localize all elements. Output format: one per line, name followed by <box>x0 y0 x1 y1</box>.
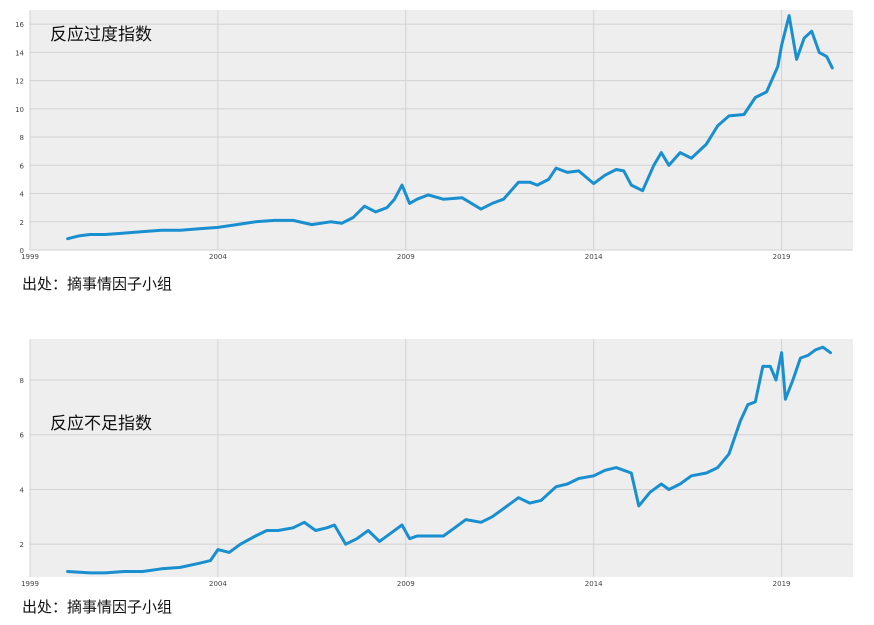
x-tick-label: 2019 <box>773 253 791 261</box>
y-tick-label: 14 <box>15 49 24 57</box>
underreaction-chart: 2 4 6 8 1999 2004 2009 2014 2019 反应不足指数 <box>20 339 853 588</box>
y-tick-label: 10 <box>15 106 24 114</box>
y-tick-label: 12 <box>15 78 24 86</box>
x-tick-label: 2004 <box>209 253 227 261</box>
plot-area <box>30 10 853 250</box>
y-tick-label: 6 <box>20 432 25 440</box>
overreaction-chart-panel: 0 2 4 6 8 10 12 14 16 1999 2004 2009 2014 2019 反应过度指数 <box>0 0 874 300</box>
x-tick-label: 2009 <box>397 580 415 588</box>
source-note: 出处：摘事情因子小组 <box>22 598 173 616</box>
x-tick-label: 1999 <box>21 580 39 588</box>
y-tick-label: 4 <box>20 486 25 494</box>
y-tick-label: 2 <box>20 219 24 227</box>
y-tick-label: 16 <box>15 21 24 29</box>
underreaction-chart-panel: 2 4 6 8 1999 2004 2009 2014 2019 反应不足指数 <box>0 325 874 625</box>
series-line <box>66 345 832 575</box>
underreaction-title: 反应不足指数 <box>50 414 152 434</box>
y-tick-label: 0 <box>20 247 24 255</box>
y-tick-label: 2 <box>20 541 24 549</box>
x-tick-label: 2019 <box>773 580 791 588</box>
overreaction-title: 反应过度指数 <box>50 25 152 45</box>
series-line <box>66 14 834 241</box>
x-tick-label: 2004 <box>209 580 227 588</box>
source-note: 出处：摘事情因子小组 <box>22 275 173 293</box>
plot-area <box>30 339 853 577</box>
x-tick-label: 2009 <box>397 253 415 261</box>
y-tick-label: 4 <box>20 191 25 199</box>
x-tick-label: 2014 <box>585 580 603 588</box>
y-tick-label: 8 <box>20 134 24 142</box>
x-tick-label: 1999 <box>21 253 39 261</box>
y-tick-label: 6 <box>20 162 25 170</box>
y-tick-label: 8 <box>20 377 24 385</box>
x-tick-label: 2014 <box>585 253 603 261</box>
overreaction-chart: 0 2 4 6 8 10 12 14 16 1999 2004 2009 2014 2019 反应过度指数 <box>15 10 853 261</box>
